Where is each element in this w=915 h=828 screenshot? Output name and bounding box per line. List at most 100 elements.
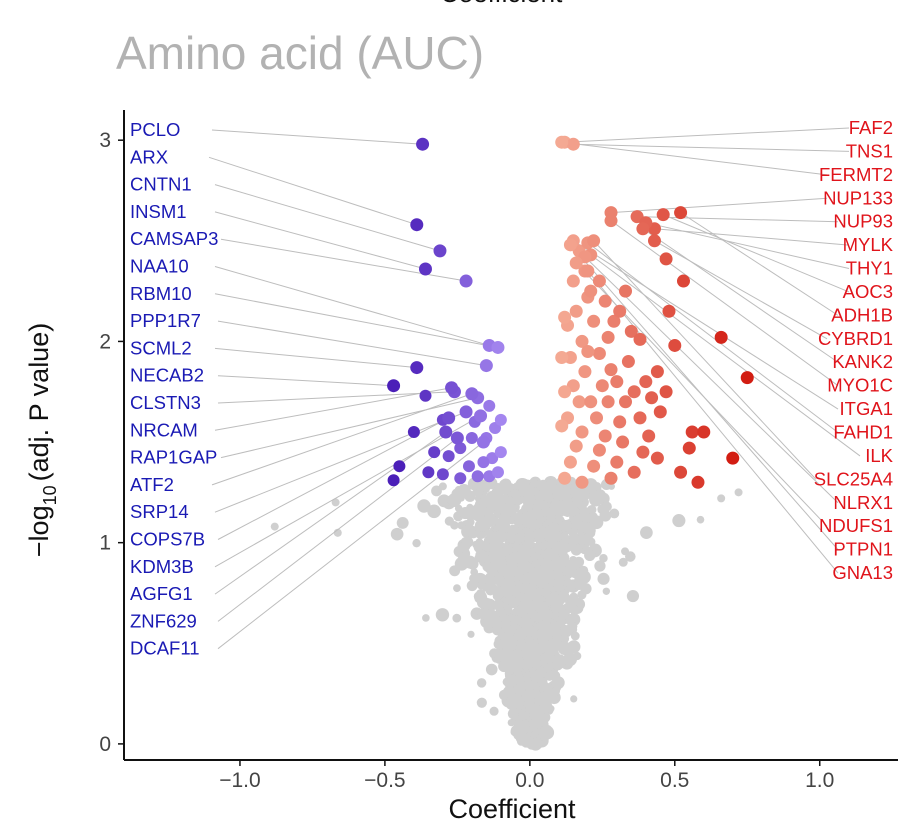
background-point — [528, 652, 537, 661]
background-point — [516, 608, 525, 617]
background-point — [540, 509, 549, 517]
down-point — [419, 389, 432, 402]
significant-points — [387, 135, 754, 489]
gene-label-tns1: TNS1 — [846, 140, 893, 161]
gene-label-znf629: ZNF629 — [130, 610, 197, 631]
background-point — [552, 570, 564, 582]
background-point — [547, 688, 556, 698]
up-point — [645, 391, 659, 405]
background-point — [504, 605, 513, 614]
down-point-atf2 — [465, 387, 479, 401]
background-point — [466, 505, 481, 519]
connector-gna13 — [587, 270, 839, 574]
down-point — [494, 413, 507, 426]
chart-title: Amino acid (AUC) — [116, 27, 485, 79]
background-point — [521, 689, 535, 703]
up-point — [558, 385, 572, 399]
down-point-ppp1r7 — [479, 359, 493, 373]
background-point — [469, 573, 478, 583]
background-point — [527, 586, 538, 596]
up-point — [584, 284, 598, 298]
background-point — [531, 715, 544, 729]
up-point-ndufs1 — [569, 256, 583, 270]
down-point-insm1 — [418, 262, 432, 276]
up-point — [627, 385, 641, 399]
background-point — [564, 503, 575, 514]
background-point — [470, 568, 479, 577]
background-point — [573, 597, 581, 606]
down-point — [483, 399, 496, 412]
gene-label-faf2: FAF2 — [849, 117, 893, 138]
background-point — [515, 731, 528, 744]
background-point — [477, 608, 489, 620]
down-point — [436, 468, 449, 481]
background-point — [437, 494, 451, 508]
background-point — [527, 548, 536, 557]
background-point — [489, 706, 499, 716]
background-point — [497, 629, 506, 639]
background-point — [609, 508, 620, 519]
background-point — [452, 613, 462, 623]
background-point — [495, 578, 504, 587]
background-point — [597, 572, 610, 585]
background-point — [507, 524, 519, 536]
gene-label-ppp1r7: PPP1R7 — [130, 310, 201, 331]
background-point — [493, 638, 504, 650]
down-point-pclo — [416, 137, 430, 151]
connector-nup133 — [610, 197, 828, 214]
gene-label-pclo: PCLO — [130, 119, 180, 140]
background-point — [417, 499, 431, 513]
background-point — [508, 552, 521, 565]
x-tick-label: −1.0 — [219, 769, 260, 792]
background-point — [520, 719, 529, 728]
down-point-cntn1 — [433, 244, 447, 258]
gene-label-cybrd1: CYBRD1 — [818, 328, 893, 349]
background-point — [543, 663, 552, 673]
connector-ppp1r7 — [217, 320, 487, 367]
background-point — [499, 584, 513, 598]
gene-label-rbm10: RBM10 — [130, 283, 192, 304]
up-point — [604, 363, 618, 377]
down-point-necab2 — [387, 379, 401, 393]
y-axis-label-rest: (adj. P value) — [24, 323, 54, 482]
background-point — [522, 623, 534, 635]
background-points — [270, 476, 743, 751]
down-point — [422, 466, 435, 479]
background-point — [696, 515, 705, 524]
background-point — [513, 663, 521, 671]
background-point — [640, 526, 653, 539]
up-point — [639, 375, 653, 389]
background-point — [717, 494, 726, 503]
up-point — [569, 304, 583, 318]
up-point — [653, 405, 667, 419]
gene-label-kdm3b: KDM3B — [130, 556, 194, 577]
background-point — [498, 558, 507, 568]
background-point — [569, 515, 583, 530]
down-point-scml2 — [410, 361, 424, 375]
background-point — [396, 516, 409, 529]
gene-label-ilk: ILK — [865, 445, 893, 466]
up-point — [685, 425, 699, 439]
connector-cntn1 — [214, 184, 441, 252]
background-point — [534, 614, 543, 623]
background-point — [535, 601, 550, 615]
background-point — [570, 631, 580, 641]
up-point-slc25a4 — [587, 234, 601, 248]
gene-label-atf2: ATF2 — [130, 474, 174, 495]
background-point — [522, 679, 535, 691]
x-tick-label: −0.5 — [364, 769, 405, 792]
background-point — [511, 648, 524, 661]
connector-atf2 — [211, 393, 473, 486]
background-point — [601, 501, 612, 512]
up-point — [604, 471, 618, 485]
background-point — [541, 681, 549, 690]
background-point — [538, 726, 552, 741]
connector-fahd1 — [587, 242, 839, 433]
up-point — [598, 294, 612, 308]
background-point — [485, 505, 495, 515]
connector-camsap3 — [220, 238, 467, 282]
down-point-camsap3 — [459, 274, 473, 288]
up-point — [619, 395, 633, 409]
background-point — [532, 690, 541, 700]
background-point — [563, 652, 578, 667]
